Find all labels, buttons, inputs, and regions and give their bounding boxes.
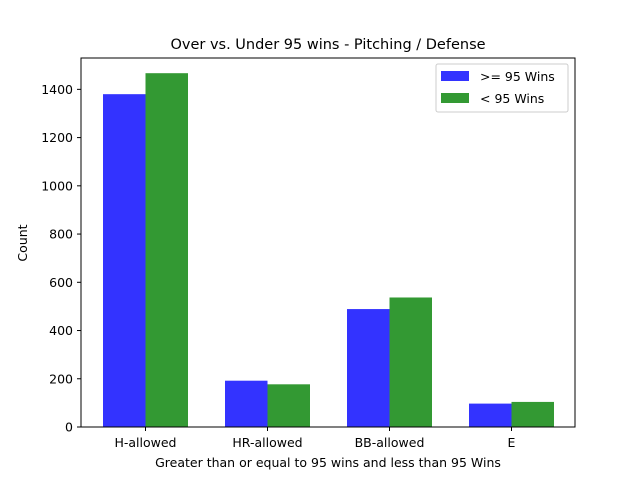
y-axis-label: Count xyxy=(15,224,30,261)
y-tick-label: 1000 xyxy=(41,178,73,193)
plot-frame xyxy=(80,57,576,428)
y-tick-label: 1400 xyxy=(41,82,73,97)
bar-lt95-e xyxy=(511,401,554,427)
legend: >= 95 Wins < 95 Wins xyxy=(435,63,569,113)
bar-lt95-bb-allowed xyxy=(389,297,432,427)
x-tick-label: E xyxy=(508,435,516,450)
x-tick-label: HR-allowed xyxy=(232,435,302,450)
y-tick-label: 0 xyxy=(65,420,73,435)
bar-lt95-hr-allowed xyxy=(267,384,310,427)
y-axis: 0 200 400 600 800 1000 1200 1400 xyxy=(41,82,81,435)
legend-swatch xyxy=(441,71,469,81)
y-tick-label: 400 xyxy=(49,323,73,338)
y-tick-label: 1200 xyxy=(41,130,73,145)
bar-ge95-h-allowed xyxy=(103,94,146,428)
y-tick-label: 600 xyxy=(49,275,73,290)
x-tick-label: H-allowed xyxy=(114,435,176,450)
x-tick-label: BB-allowed xyxy=(355,435,425,450)
bar-ge95-hr-allowed xyxy=(225,380,268,427)
x-axis-label: Greater than or equal to 95 wins and les… xyxy=(155,455,501,470)
plot-area xyxy=(103,73,554,428)
bar-lt95-h-allowed xyxy=(145,73,188,427)
bar-ge95-e xyxy=(469,403,512,427)
legend-swatch xyxy=(441,93,469,103)
bar-ge95-bb-allowed xyxy=(347,309,390,427)
y-tick-label: 200 xyxy=(49,371,73,386)
legend-label: >= 95 Wins xyxy=(480,69,555,84)
legend-label: < 95 Wins xyxy=(480,91,544,106)
y-tick-label: 800 xyxy=(49,227,73,242)
x-axis: H-allowed HR-allowed BB-allowed E xyxy=(114,427,516,450)
chart-title: Over vs. Under 95 wins - Pitching / Defe… xyxy=(170,37,485,53)
